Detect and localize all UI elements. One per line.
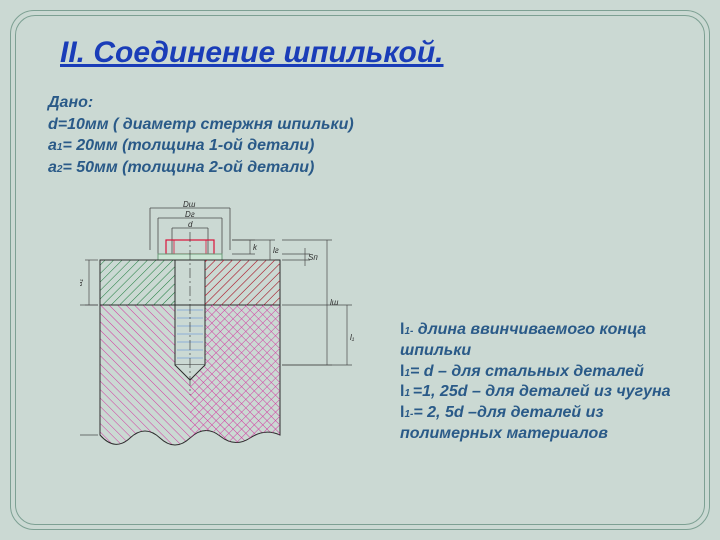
given-line2-tail: = 20мм (толщина 1-ой детали): [62, 137, 314, 154]
a-symbol-2: a: [48, 159, 57, 176]
info-line3: l1 =1, 25d – для деталей из чугуна: [400, 382, 680, 403]
label-sn: Sп: [308, 253, 318, 262]
info-line2: l1= d – для стальных деталей: [400, 362, 680, 383]
label-lg: lг: [273, 246, 279, 255]
part1-hatch-right: [205, 260, 280, 305]
given-heading: Дано:: [48, 92, 468, 114]
info-block: l1- длина ввинчиваемого конца шпильки l1…: [400, 320, 680, 445]
given-line3: a2= 50мм (толщина 2-ой детали): [48, 157, 468, 179]
given-line3-tail: = 50мм (толщина 2-ой детали): [62, 159, 314, 176]
info-line1-tail: длина ввинчиваемого конца шпильки: [400, 321, 646, 359]
given-line2: a1= 20мм (толщина 1-ой детали): [48, 135, 468, 157]
label-dsh: Dш: [183, 200, 196, 209]
label-d: d: [188, 220, 193, 229]
label-dg: Dг: [185, 210, 195, 219]
info-line4-tail: = 2, 5d –для деталей из полимерных матер…: [400, 404, 608, 442]
a-symbol: a: [48, 137, 57, 154]
given-block: Дано: d=10мм ( диаметр стержня шпильки) …: [48, 92, 468, 178]
info-line2-tail: = d – для стальных деталей: [410, 363, 644, 380]
stud-diagram: Dш Dг d: [80, 200, 380, 470]
slide-title: II. Соединение шпилькой.: [60, 36, 680, 70]
given-line1: d=10мм ( диаметр стержня шпильки): [48, 114, 468, 136]
slide: II. Соединение шпилькой. Дано: d=10мм ( …: [0, 0, 720, 540]
label-k: k: [253, 243, 258, 252]
info-line4: l1-= 2, 5d –для деталей из полимерных ма…: [400, 403, 680, 445]
l3-sub: 1: [404, 388, 412, 399]
label-lsh: lш: [330, 298, 339, 307]
info-line1: l1- длина ввинчиваемого конца шпильки: [400, 320, 680, 362]
label-a1: a₁: [80, 279, 84, 286]
info-line3-tail: =1, 25d – для деталей из чугуна: [413, 383, 671, 400]
label-l1: l₁: [350, 333, 355, 342]
